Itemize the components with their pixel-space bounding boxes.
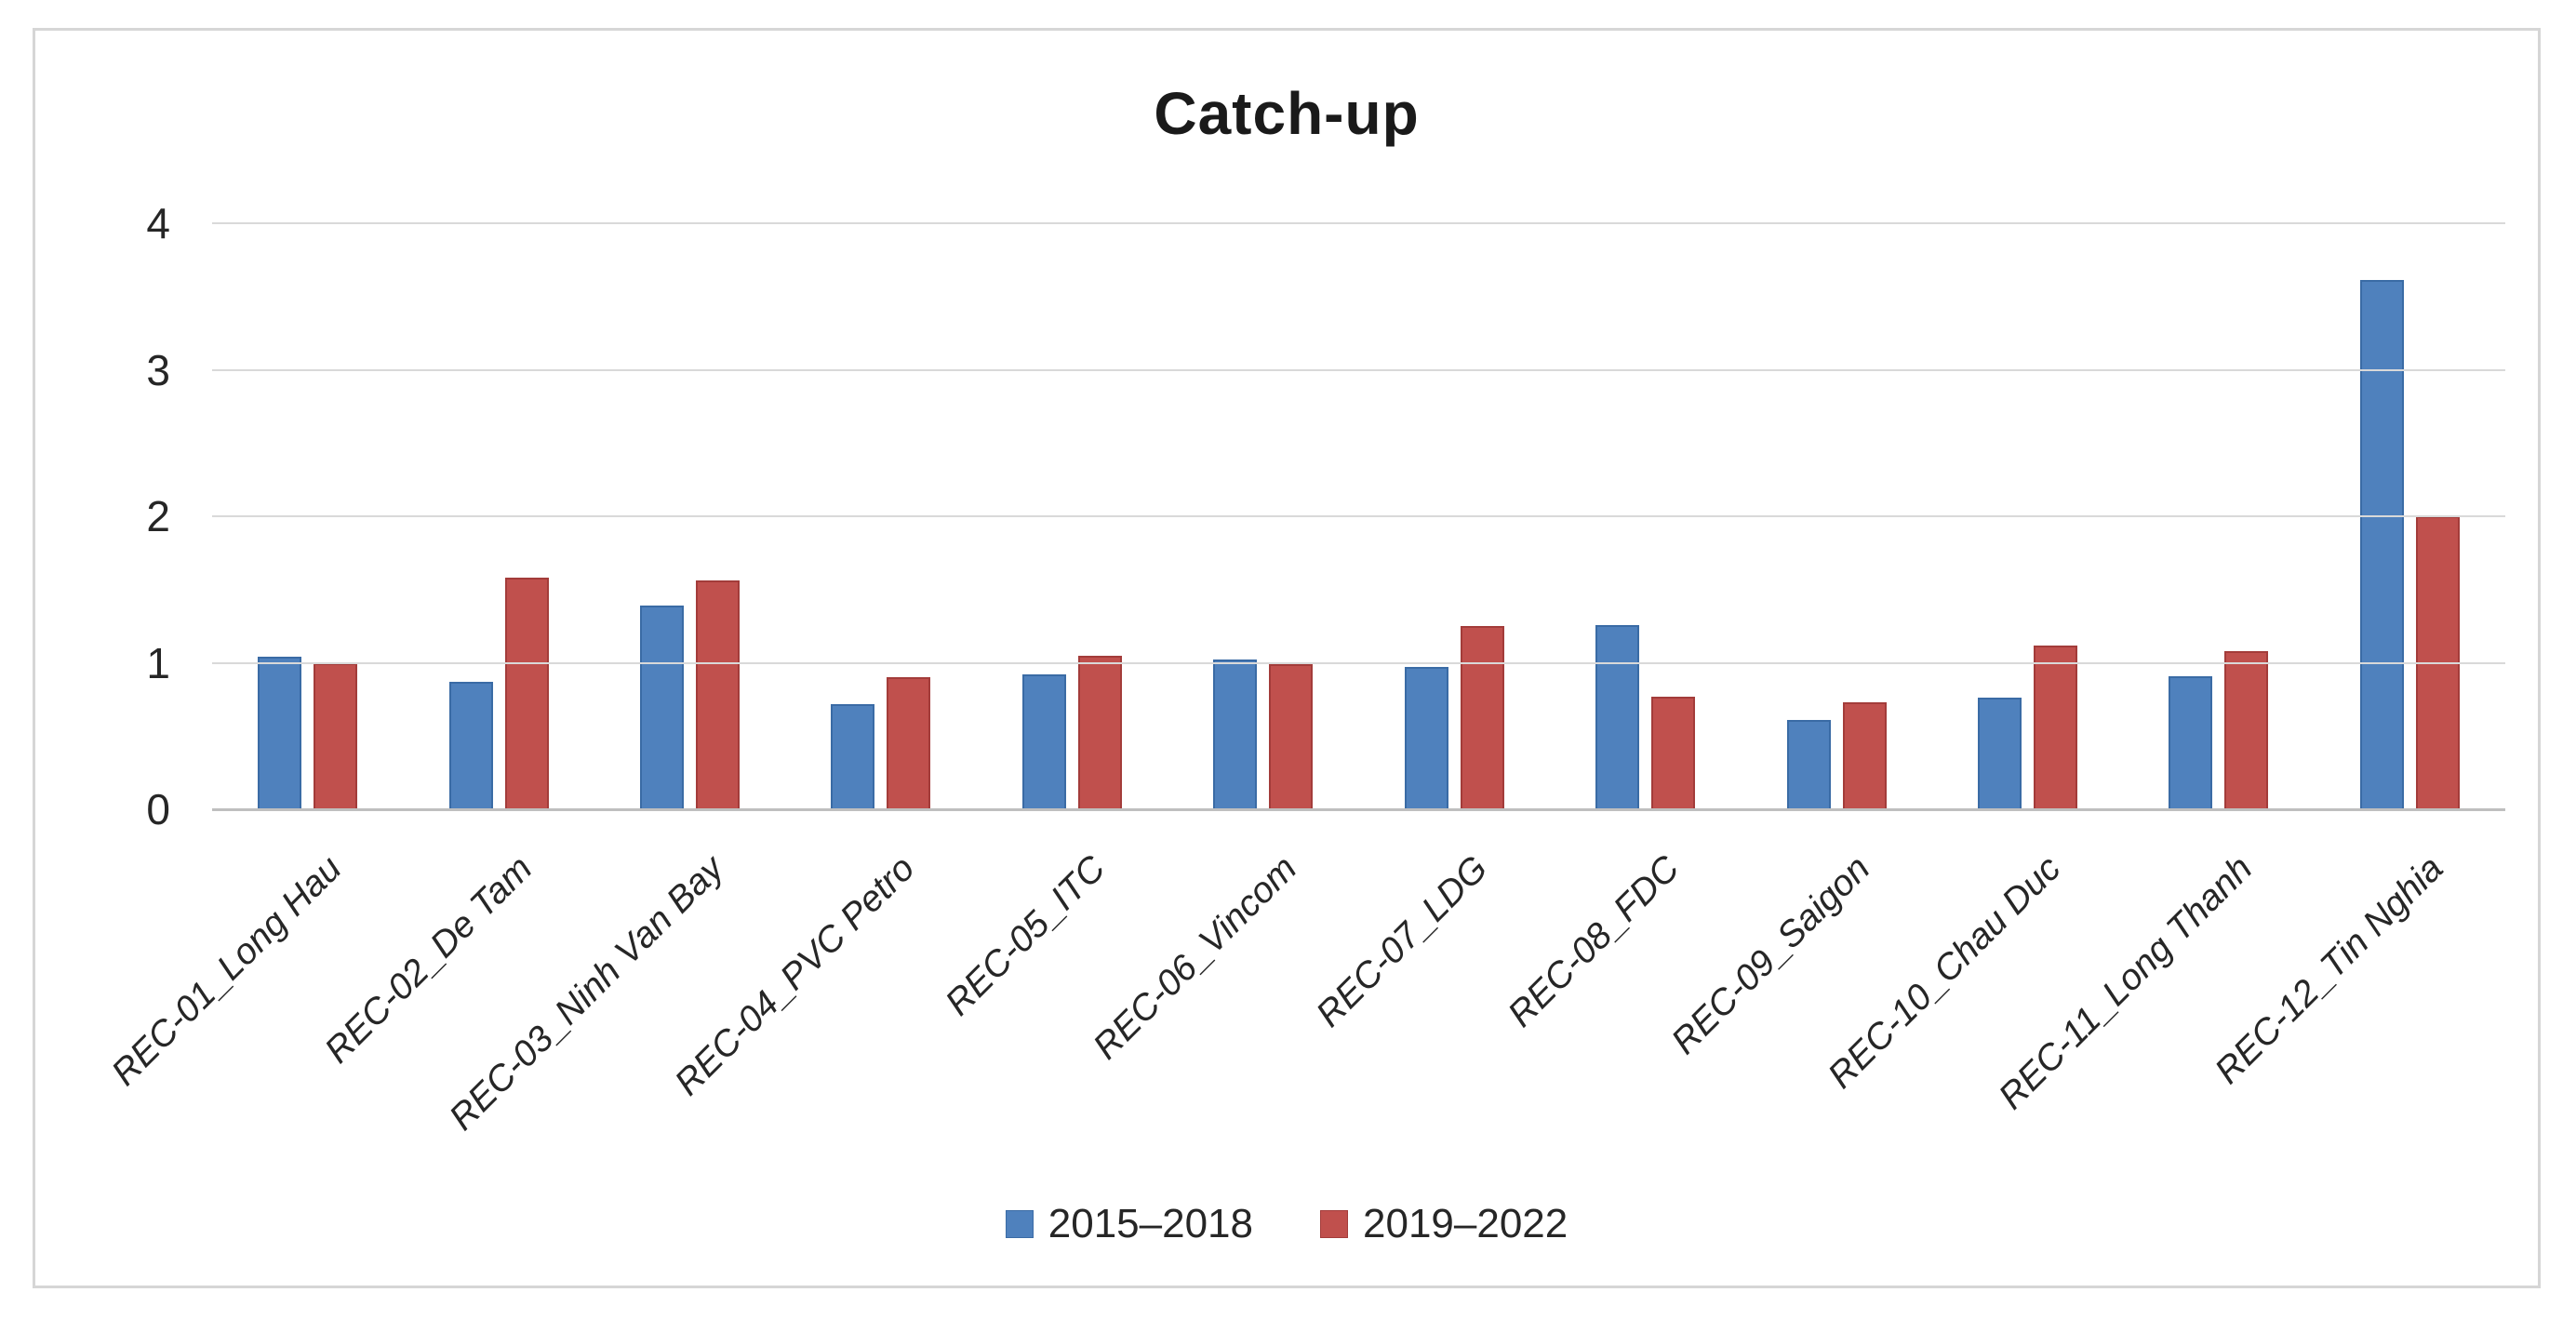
y-tick-label-3: 3 xyxy=(146,345,170,394)
bar-2015-2018-rec-09[interactable] xyxy=(1786,719,1831,809)
bar-2019-2022-rec-02[interactable] xyxy=(504,578,549,809)
bar-2015-2018-rec-10[interactable] xyxy=(1978,698,2022,809)
legend-item-2[interactable]: 2019–2022 xyxy=(1320,1201,1568,1247)
bar-2019-2022-rec-09[interactable] xyxy=(1842,702,1887,809)
bar-group-rec-06 xyxy=(1168,223,1358,809)
gridline-y-4 xyxy=(212,222,2505,224)
legend-swatch-icon xyxy=(1005,1210,1034,1238)
bar-2015-2018-rec-05[interactable] xyxy=(1021,674,1066,809)
bar-group-rec-04 xyxy=(785,223,976,809)
y-tick-label-0: 0 xyxy=(146,785,170,833)
bar-2019-2022-rec-11[interactable] xyxy=(2224,650,2269,809)
x-axis-label-rec-02: REC-02_De Tam xyxy=(317,848,541,1072)
x-axis-label-rec-01: REC-01_Long Hau xyxy=(103,848,350,1094)
bar-2015-2018-rec-02[interactable] xyxy=(448,681,493,809)
x-axis-label-rec-08: REC-08_FDC xyxy=(1500,848,1688,1035)
bar-2015-2018-rec-07[interactable] xyxy=(1404,667,1448,809)
legend-label: 2019–2022 xyxy=(1363,1201,1568,1246)
bar-2019-2022-rec-10[interactable] xyxy=(2034,645,2077,809)
bar-group-rec-01 xyxy=(212,223,403,809)
bar-2015-2018-rec-08[interactable] xyxy=(1595,624,1640,809)
bar-2019-2022-rec-05[interactable] xyxy=(1077,655,1122,809)
bar-2019-2022-rec-08[interactable] xyxy=(1651,696,1696,809)
x-axis-label-rec-07: REC-07_LDG xyxy=(1309,848,1496,1035)
x-axis-line xyxy=(212,808,2505,811)
plot-area xyxy=(212,222,2505,811)
legend: 2015–2018 2019–2022 xyxy=(35,1201,2538,1247)
bar-2019-2022-rec-07[interactable] xyxy=(1460,626,1504,809)
legend-label: 2015–2018 xyxy=(1048,1201,1253,1246)
y-tick-label-2: 2 xyxy=(146,492,170,540)
x-axis-label-rec-09: REC-09_Saigon xyxy=(1663,848,1878,1062)
legend-item-1[interactable]: 2015–2018 xyxy=(1005,1201,1253,1247)
bar-2019-2022-rec-01[interactable] xyxy=(314,662,358,809)
bar-groups xyxy=(212,223,2505,809)
bar-2019-2022-rec-03[interactable] xyxy=(696,580,741,809)
bar-group-rec-02 xyxy=(403,223,594,809)
bar-group-rec-10 xyxy=(1932,223,2123,809)
bar-group-rec-05 xyxy=(977,223,1168,809)
chart-title: Catch-up xyxy=(1154,80,1420,147)
x-axis-label-rec-06: REC-06_Vincom xyxy=(1085,848,1305,1068)
bar-2015-2018-rec-12[interactable] xyxy=(2359,280,2404,809)
bar-group-rec-08 xyxy=(1550,223,1741,809)
gridline-y-3 xyxy=(212,368,2505,371)
bar-2015-2018-rec-04[interactable] xyxy=(831,703,875,809)
y-tick-label-1: 1 xyxy=(146,638,170,687)
y-tick-label-4: 4 xyxy=(146,199,170,247)
bar-2015-2018-rec-11[interactable] xyxy=(2169,675,2213,809)
bar-2015-2018-rec-03[interactable] xyxy=(640,606,685,809)
x-axis-label-rec-05: REC-05_ITC xyxy=(938,848,1114,1024)
bar-group-rec-03 xyxy=(594,223,785,809)
bar-2015-2018-rec-06[interactable] xyxy=(1213,660,1258,809)
chart-frame: Catch-up 2015–2018 2019–2022 0 1 2 3 4 REC-01_… xyxy=(33,28,2541,1288)
legend-swatch-icon xyxy=(1320,1210,1348,1238)
bar-group-rec-11 xyxy=(2123,223,2314,809)
bar-2019-2022-rec-06[interactable] xyxy=(1269,664,1314,809)
bar-group-rec-07 xyxy=(1359,223,1550,809)
gridline-y-1 xyxy=(212,661,2505,664)
gridline-y-2 xyxy=(212,515,2505,517)
bar-2019-2022-rec-04[interactable] xyxy=(887,677,931,809)
bar-group-rec-09 xyxy=(1741,223,1931,809)
bar-2015-2018-rec-01[interactable] xyxy=(258,657,302,809)
